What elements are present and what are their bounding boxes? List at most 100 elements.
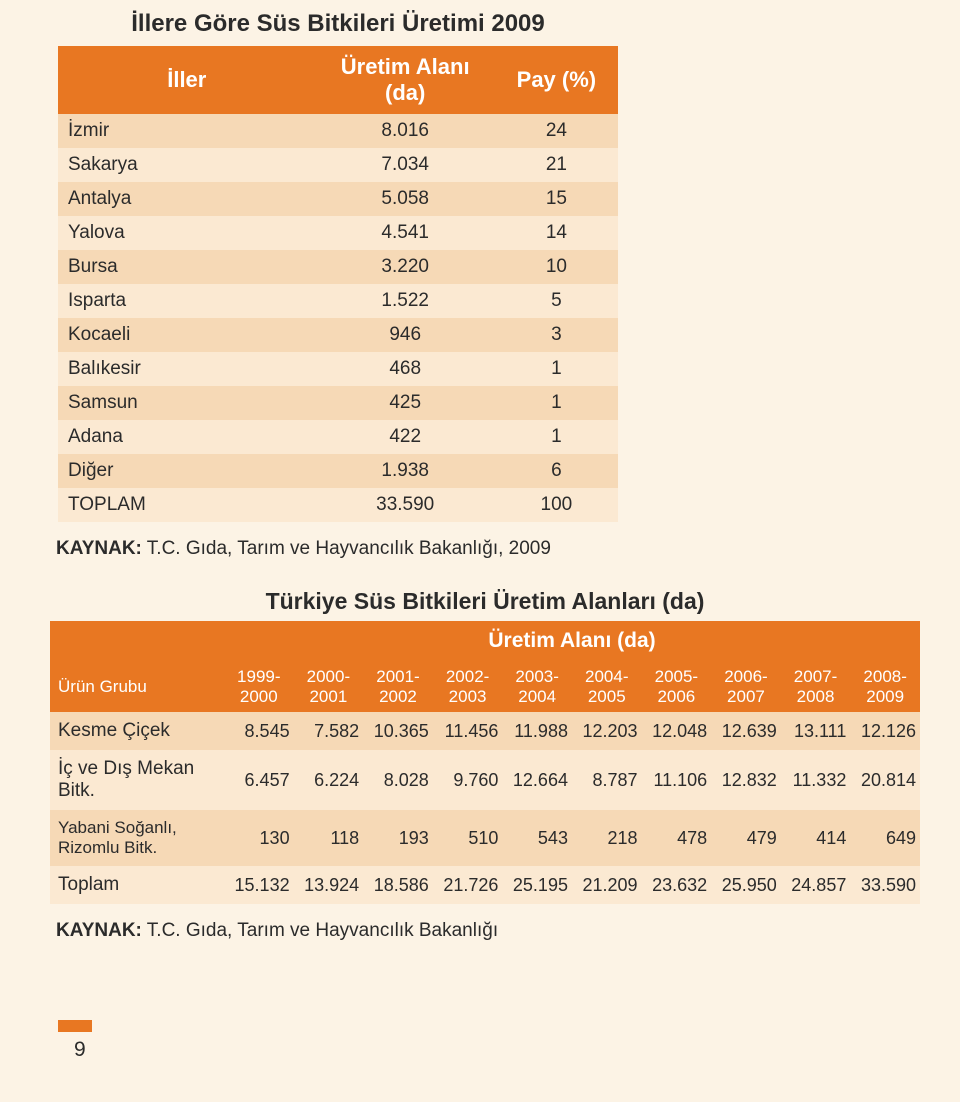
table2-year-header: 2001-2002 [363,661,433,712]
table2-cell-label: Yabani Soğanlı, Rizomlu Bitk. [50,810,224,866]
table2-cell-value: 12.832 [711,750,781,810]
table2: Üretim Alanı (da) Ürün Grubu1999-2000200… [50,621,920,904]
table1-row: Adana4221 [58,420,618,454]
table1-cell-value: 8.016 [316,114,495,148]
table1-header-row: İllerÜretim Alanı (da)Pay (%) [58,46,618,114]
table1-cell-value: 946 [316,318,495,352]
table1-row: Yalova4.54114 [58,216,618,250]
source2-text: T.C. Gıda, Tarım ve Hayvancılık Bakanlığ… [142,920,498,941]
table1: İllerÜretim Alanı (da)Pay (%) İzmir8.016… [58,46,618,522]
table1-cell-label: Sakarya [58,148,316,182]
source1-text: T.C. Gıda, Tarım ve Hayvancılık Bakanlığ… [142,538,551,559]
table2-cell-value: 6.224 [294,750,364,810]
table2-cell-value: 33.590 [850,866,920,904]
table2-cell-value: 649 [850,810,920,866]
table2-cell-value: 21.726 [433,866,503,904]
table2-row: Yabani Soğanlı, Rizomlu Bitk.13011819351… [50,810,920,866]
table1-cell-value: 15 [495,182,618,216]
table2-cell-value: 8.545 [224,712,294,750]
table1-row: TOPLAM33.590100 [58,488,618,522]
table1-row: Balıkesir4681 [58,352,618,386]
table2-cell-value: 23.632 [642,866,712,904]
table2-cell-value: 6.457 [224,750,294,810]
table2-title: Türkiye Süs Bitkileri Üretim Alanları (d… [50,588,920,615]
table1-cell-value: 5 [495,284,618,318]
table2-cell-value: 130 [224,810,294,866]
table2-year-header: 2002-2003 [433,661,503,712]
table1-cell-value: 422 [316,420,495,454]
table1-cell-value: 3 [495,318,618,352]
table2-row: İç ve Dış Mekan Bitk.6.4576.2248.0289.76… [50,750,920,810]
table2-year-row: Ürün Grubu1999-20002000-20012001-2002200… [50,661,920,712]
table1-cell-value: 14 [495,216,618,250]
table2-year-header: 2008-2009 [850,661,920,712]
table1-row: Sakarya7.03421 [58,148,618,182]
table1-col-0: İller [58,46,316,114]
table2-cell-value: 479 [711,810,781,866]
table2-cell-value: 25.195 [502,866,572,904]
table1-cell-label: Yalova [58,216,316,250]
table2-year-header: 2006-2007 [711,661,781,712]
table1-cell-value: 4.541 [316,216,495,250]
table1-cell-value: 1 [495,352,618,386]
table2-cell-value: 8.028 [363,750,433,810]
table2-cell-value: 11.106 [642,750,712,810]
table1-cell-value: 3.220 [316,250,495,284]
table2-cell-value: 118 [294,810,364,866]
table2-cell-value: 218 [572,810,642,866]
table1-cell-value: 425 [316,386,495,420]
table1-cell-value: 6 [495,454,618,488]
table1-cell-value: 100 [495,488,618,522]
table2-cell-value: 10.365 [363,712,433,750]
table2-cell-value: 12.126 [850,712,920,750]
table2-year-header: 2004-2005 [572,661,642,712]
table2-year-header: 2000-2001 [294,661,364,712]
table1-cell-value: 1 [495,386,618,420]
table1-cell-label: Balıkesir [58,352,316,386]
table2-year-header: 1999-2000 [224,661,294,712]
table1-cell-label: Diğer [58,454,316,488]
page: İllere Göre Süs Bitkileri Üretimi 2009 İ… [0,0,960,1102]
source-line-1: KAYNAK: T.C. Gıda, Tarım ve Hayvancılık … [56,538,920,560]
table2-corner-cell [50,621,224,661]
table2-cell-value: 193 [363,810,433,866]
table2-cell-value: 478 [642,810,712,866]
table1-cell-label: Antalya [58,182,316,216]
table1-body: İzmir8.01624Sakarya7.03421Antalya5.05815… [58,114,618,522]
table1-cell-value: 10 [495,250,618,284]
table2-cell-value: 12.664 [502,750,572,810]
source1-label: KAYNAK: [56,538,142,559]
table2-body: Kesme Çiçek8.5457.58210.36511.45611.9881… [50,712,920,904]
table2-cell-value: 18.586 [363,866,433,904]
table2-year-header: 2003-2004 [502,661,572,712]
table1-cell-value: 21 [495,148,618,182]
table2-row: Kesme Çiçek8.5457.58210.36511.45611.9881… [50,712,920,750]
table2-cell-value: 25.950 [711,866,781,904]
table2-cell-value: 11.988 [502,712,572,750]
table2-cell-label: Toplam [50,866,224,904]
table1-cell-value: 24 [495,114,618,148]
table1-cell-label: Kocaeli [58,318,316,352]
page-number-mark [58,1020,92,1032]
table2-cell-value: 13.111 [781,712,851,750]
table1-row: İzmir8.01624 [58,114,618,148]
table2-year-header: 2005-2006 [642,661,712,712]
table2-cell-value: 510 [433,810,503,866]
source-line-2: KAYNAK: T.C. Gıda, Tarım ve Hayvancılık … [56,920,920,942]
table1-cell-label: İzmir [58,114,316,148]
table2-cell-value: 20.814 [850,750,920,810]
table1-cell-label: TOPLAM [58,488,316,522]
table1-col-1: Üretim Alanı (da) [316,46,495,114]
table2-cell-value: 12.203 [572,712,642,750]
table2-year-header: 2007-2008 [781,661,851,712]
table2-cell-value: 414 [781,810,851,866]
table2-cell-label: Kesme Çiçek [50,712,224,750]
table2-cell-value: 543 [502,810,572,866]
table1-cell-value: 468 [316,352,495,386]
table1-cell-label: Samsun [58,386,316,420]
table1-cell-value: 1.522 [316,284,495,318]
table1-cell-value: 7.034 [316,148,495,182]
table1-row: Antalya5.05815 [58,182,618,216]
table2-cell-value: 12.048 [642,712,712,750]
table1-cell-label: Adana [58,420,316,454]
